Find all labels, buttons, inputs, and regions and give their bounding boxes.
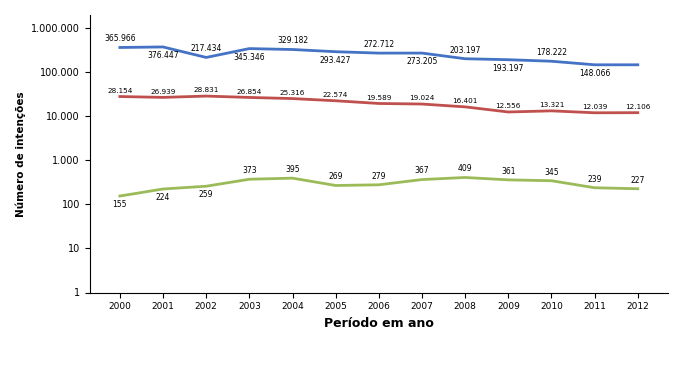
Text: 28.154: 28.154	[107, 88, 133, 94]
Text: 272.712: 272.712	[363, 40, 394, 49]
Text: 12.039: 12.039	[582, 104, 607, 110]
Text: 155: 155	[113, 200, 127, 209]
Text: 345: 345	[544, 168, 559, 177]
Text: 395: 395	[285, 165, 300, 174]
Text: 373: 373	[242, 166, 257, 175]
Text: 25.316: 25.316	[280, 90, 305, 96]
Text: 19.024: 19.024	[409, 95, 434, 101]
Text: 12.556: 12.556	[496, 103, 521, 109]
Text: 16.401: 16.401	[452, 98, 478, 104]
Text: 22.574: 22.574	[323, 92, 348, 98]
Text: 12.106: 12.106	[625, 104, 650, 110]
Text: 361: 361	[501, 167, 516, 176]
Text: 345.346: 345.346	[234, 53, 265, 62]
Text: 19.589: 19.589	[366, 95, 391, 101]
Text: 376.447: 376.447	[148, 51, 179, 60]
Text: 26.939: 26.939	[150, 89, 176, 95]
Text: 148.066: 148.066	[579, 69, 611, 78]
Text: 259: 259	[199, 190, 213, 199]
Text: 193.197: 193.197	[492, 64, 524, 73]
Text: 13.321: 13.321	[539, 102, 564, 108]
Text: 273.205: 273.205	[406, 57, 438, 66]
Text: 293.427: 293.427	[320, 56, 351, 65]
Text: 329.182: 329.182	[277, 36, 308, 45]
Text: 28.831: 28.831	[193, 87, 219, 93]
Text: 26.854: 26.854	[236, 89, 262, 95]
Y-axis label: Número de intenções: Número de intenções	[15, 91, 25, 216]
Text: 367: 367	[415, 167, 430, 176]
Text: 279: 279	[372, 172, 386, 181]
Text: 224: 224	[156, 193, 170, 202]
Text: 227: 227	[630, 176, 645, 184]
Text: 178.222: 178.222	[536, 48, 567, 57]
Text: 239: 239	[587, 175, 602, 184]
Text: 203.197: 203.197	[449, 46, 481, 55]
X-axis label: Período em ano: Período em ano	[324, 317, 434, 330]
Text: 365.966: 365.966	[104, 34, 136, 43]
Text: 217.434: 217.434	[191, 44, 222, 53]
Text: 269: 269	[329, 172, 343, 181]
Text: 409: 409	[458, 164, 473, 173]
